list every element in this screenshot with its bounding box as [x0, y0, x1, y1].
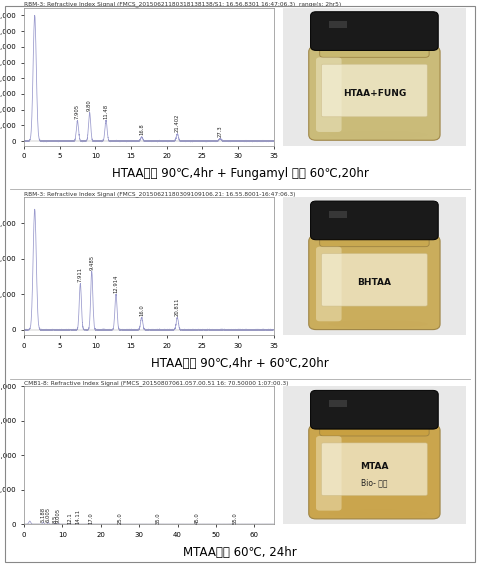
FancyBboxPatch shape [309, 46, 440, 140]
FancyBboxPatch shape [311, 201, 438, 240]
Text: MTAA: MTAA [360, 462, 389, 471]
Text: 16.8: 16.8 [139, 124, 144, 136]
Text: 12.914: 12.914 [113, 274, 119, 293]
Text: 20.811: 20.811 [175, 297, 180, 316]
Ellipse shape [328, 509, 428, 517]
Ellipse shape [328, 320, 428, 328]
Text: 9.005: 9.005 [56, 508, 61, 523]
Bar [329, 211, 347, 218]
Text: 35.0: 35.0 [156, 512, 161, 524]
Text: BHTAA: BHTAA [358, 278, 391, 287]
Text: Bio- 기타: Bio- 기타 [361, 478, 388, 487]
Text: 5.188: 5.188 [41, 507, 46, 522]
Text: 16.0: 16.0 [139, 304, 144, 316]
Text: 55.0: 55.0 [233, 512, 238, 524]
FancyBboxPatch shape [311, 390, 438, 429]
Text: 9.485: 9.485 [89, 254, 94, 270]
Text: HTAA효소 90℃,4hr + Fungamyl 효소 60℃,20hr: HTAA효소 90℃,4hr + Fungamyl 효소 60℃,20hr [111, 167, 369, 180]
Text: 14.11: 14.11 [75, 509, 80, 524]
FancyBboxPatch shape [320, 227, 429, 247]
FancyBboxPatch shape [311, 12, 438, 51]
FancyBboxPatch shape [322, 64, 427, 117]
Text: 8.5: 8.5 [52, 515, 57, 523]
Text: HTAA효소 90℃,4hr + 60℃,20hr: HTAA효소 90℃,4hr + 60℃,20hr [151, 357, 329, 370]
Bar [329, 400, 347, 407]
Text: 6.005: 6.005 [46, 507, 51, 523]
FancyBboxPatch shape [322, 253, 427, 306]
Text: 27.3: 27.3 [217, 126, 223, 137]
Text: CMB1-8: Refractive Index Signal (FMCS_20150807061.057.00.51 16: 70.50000 1:07:00: CMB1-8: Refractive Index Signal (FMCS_20… [24, 380, 288, 386]
Text: RBM-3: Refractive Index Signal (FMCS_20150621180318138138/S1: 16.56.8301 16:47:0: RBM-3: Refractive Index Signal (FMCS_201… [24, 2, 341, 7]
FancyBboxPatch shape [320, 38, 429, 57]
Text: 7.911: 7.911 [78, 267, 83, 282]
Text: MTAA효소 60℃, 24hr: MTAA효소 60℃, 24hr [183, 546, 297, 559]
FancyBboxPatch shape [316, 436, 342, 511]
Text: 17.0: 17.0 [89, 512, 94, 524]
Text: HTAA+FUNG: HTAA+FUNG [343, 89, 406, 98]
FancyBboxPatch shape [322, 443, 427, 495]
Text: 25.0: 25.0 [118, 512, 122, 524]
Bar [329, 22, 347, 28]
Text: 45.0: 45.0 [194, 512, 199, 524]
Text: 21.402: 21.402 [175, 114, 180, 132]
FancyBboxPatch shape [316, 247, 342, 321]
FancyBboxPatch shape [316, 57, 342, 132]
Text: 9.80: 9.80 [87, 99, 92, 111]
Ellipse shape [328, 131, 428, 139]
Text: RBM-3: Refractive Index Signal (FMCS_20150621180309109106.21: 16.55.8001-16:47:0: RBM-3: Refractive Index Signal (FMCS_201… [24, 191, 296, 197]
FancyBboxPatch shape [309, 425, 440, 519]
Text: 12.1: 12.1 [68, 512, 72, 524]
FancyBboxPatch shape [320, 417, 429, 436]
Text: 11.48: 11.48 [104, 104, 108, 119]
Text: 7.905: 7.905 [75, 104, 80, 119]
FancyBboxPatch shape [309, 236, 440, 329]
